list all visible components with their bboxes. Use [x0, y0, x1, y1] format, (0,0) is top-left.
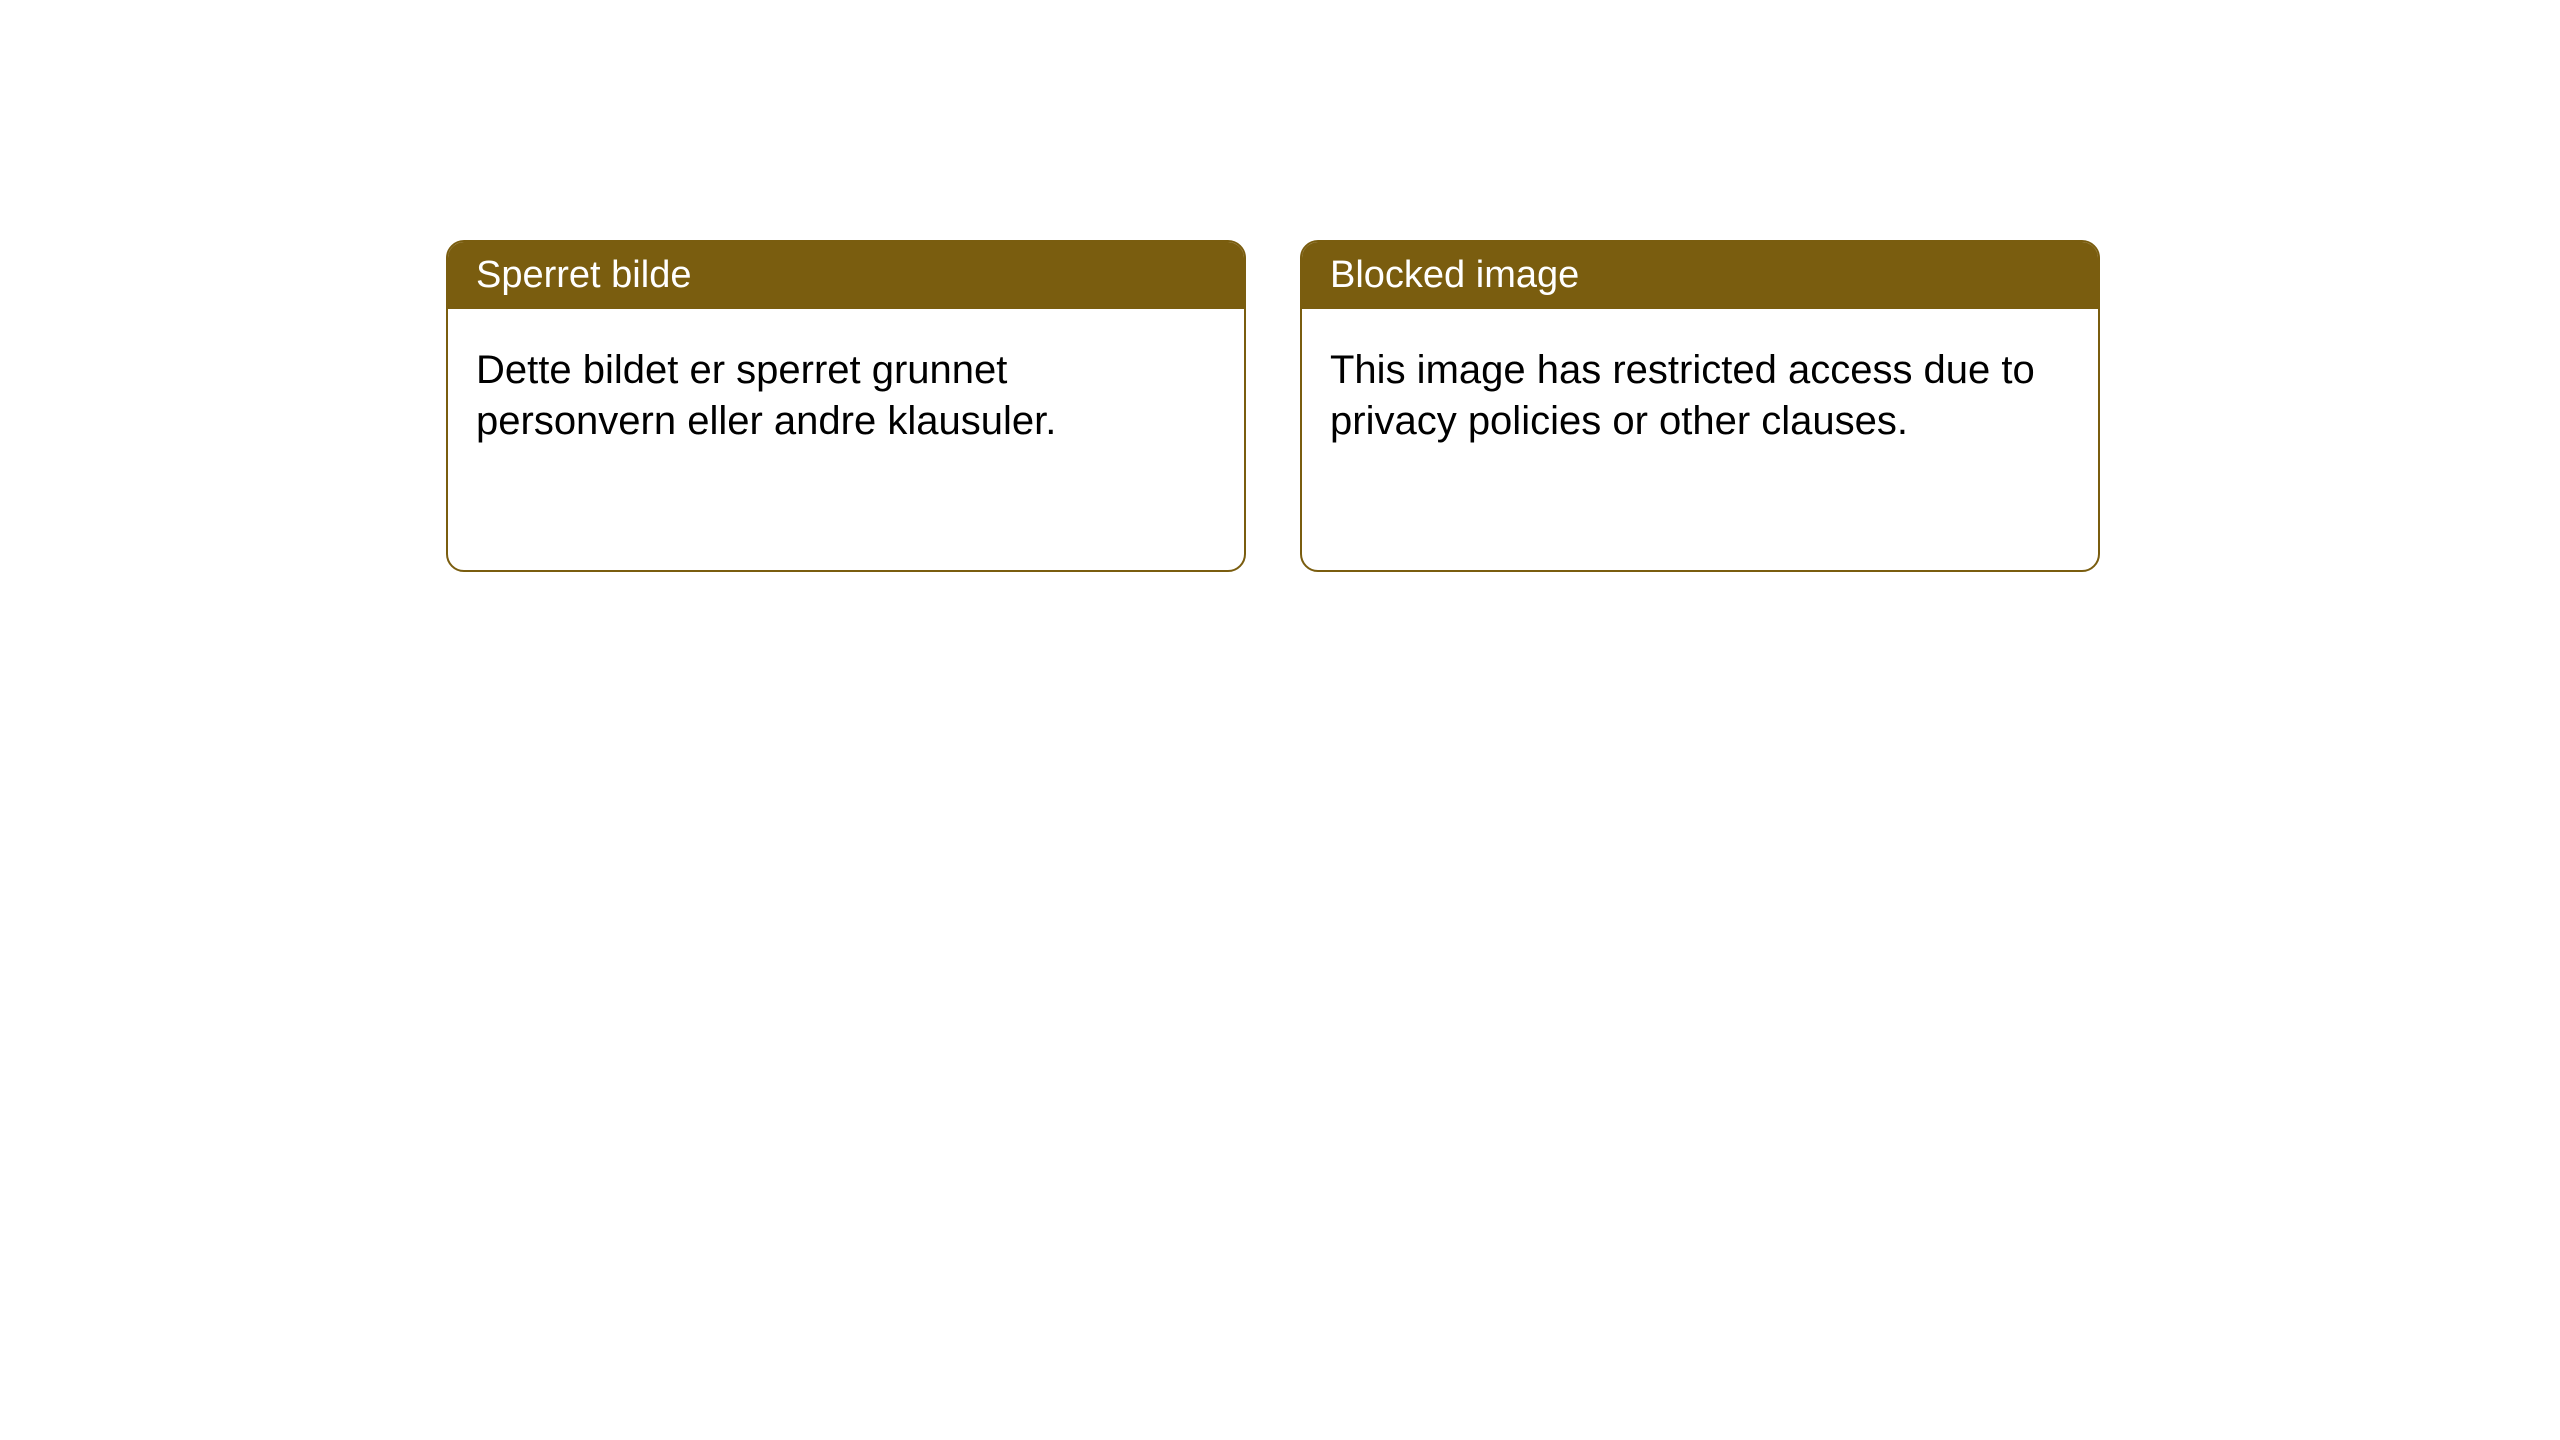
- notice-header: Blocked image: [1302, 242, 2098, 309]
- notice-body-text: Dette bildet er sperret grunnet personve…: [476, 348, 1056, 443]
- notice-header: Sperret bilde: [448, 242, 1244, 309]
- notice-body-text: This image has restricted access due to …: [1330, 348, 2035, 443]
- notice-title: Blocked image: [1330, 254, 1579, 296]
- notice-title: Sperret bilde: [476, 254, 691, 296]
- notice-card-norwegian: Sperret bilde Dette bildet er sperret gr…: [446, 240, 1246, 572]
- notice-body: This image has restricted access due to …: [1302, 309, 2098, 483]
- notice-container: Sperret bilde Dette bildet er sperret gr…: [0, 0, 2560, 572]
- notice-body: Dette bildet er sperret grunnet personve…: [448, 309, 1244, 483]
- notice-card-english: Blocked image This image has restricted …: [1300, 240, 2100, 572]
